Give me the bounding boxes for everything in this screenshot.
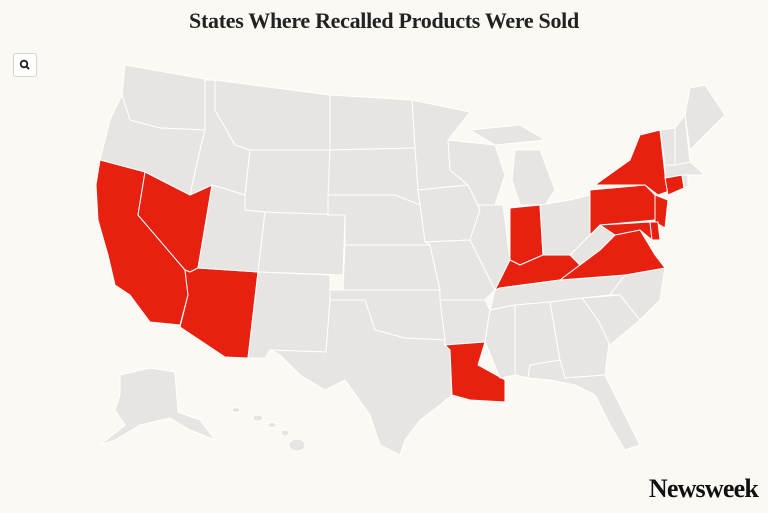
map-title: States Where Recalled Products Were Sold (189, 8, 579, 33)
state-ak (99, 367, 216, 446)
state-az (179, 267, 259, 359)
state-ks (342, 244, 441, 291)
state-mi-upper (469, 124, 546, 146)
state-md (599, 221, 653, 241)
zoom-button[interactable] (13, 53, 37, 77)
state-fl (527, 359, 641, 451)
state-hi-island (231, 407, 241, 413)
state-ia (417, 184, 481, 243)
state-ms (484, 304, 516, 379)
state-ar (439, 299, 491, 346)
state-mt (214, 79, 331, 151)
search-icon (19, 59, 30, 70)
brand-logo: Newsweek (648, 474, 759, 503)
state-nj (654, 194, 669, 229)
state-me (684, 84, 726, 151)
state-nd (329, 94, 416, 151)
state-la (444, 341, 506, 403)
state-tx (269, 299, 453, 456)
state-nm (247, 271, 331, 359)
state-ny (594, 129, 673, 196)
state-hi-island (280, 429, 290, 437)
state-wy (244, 149, 331, 216)
state-co (257, 211, 346, 276)
state-mi-lower (511, 149, 556, 206)
state-hi-island (288, 438, 306, 452)
state-hi-island (267, 422, 277, 428)
state-il (469, 204, 511, 291)
state-nh (674, 114, 691, 166)
state-in (509, 204, 544, 266)
state-de (649, 221, 661, 241)
state-hi-island (252, 414, 264, 422)
state-wa (121, 64, 211, 131)
